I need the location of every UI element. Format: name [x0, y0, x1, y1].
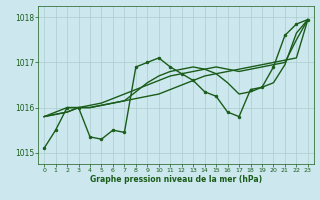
X-axis label: Graphe pression niveau de la mer (hPa): Graphe pression niveau de la mer (hPa) — [90, 175, 262, 184]
